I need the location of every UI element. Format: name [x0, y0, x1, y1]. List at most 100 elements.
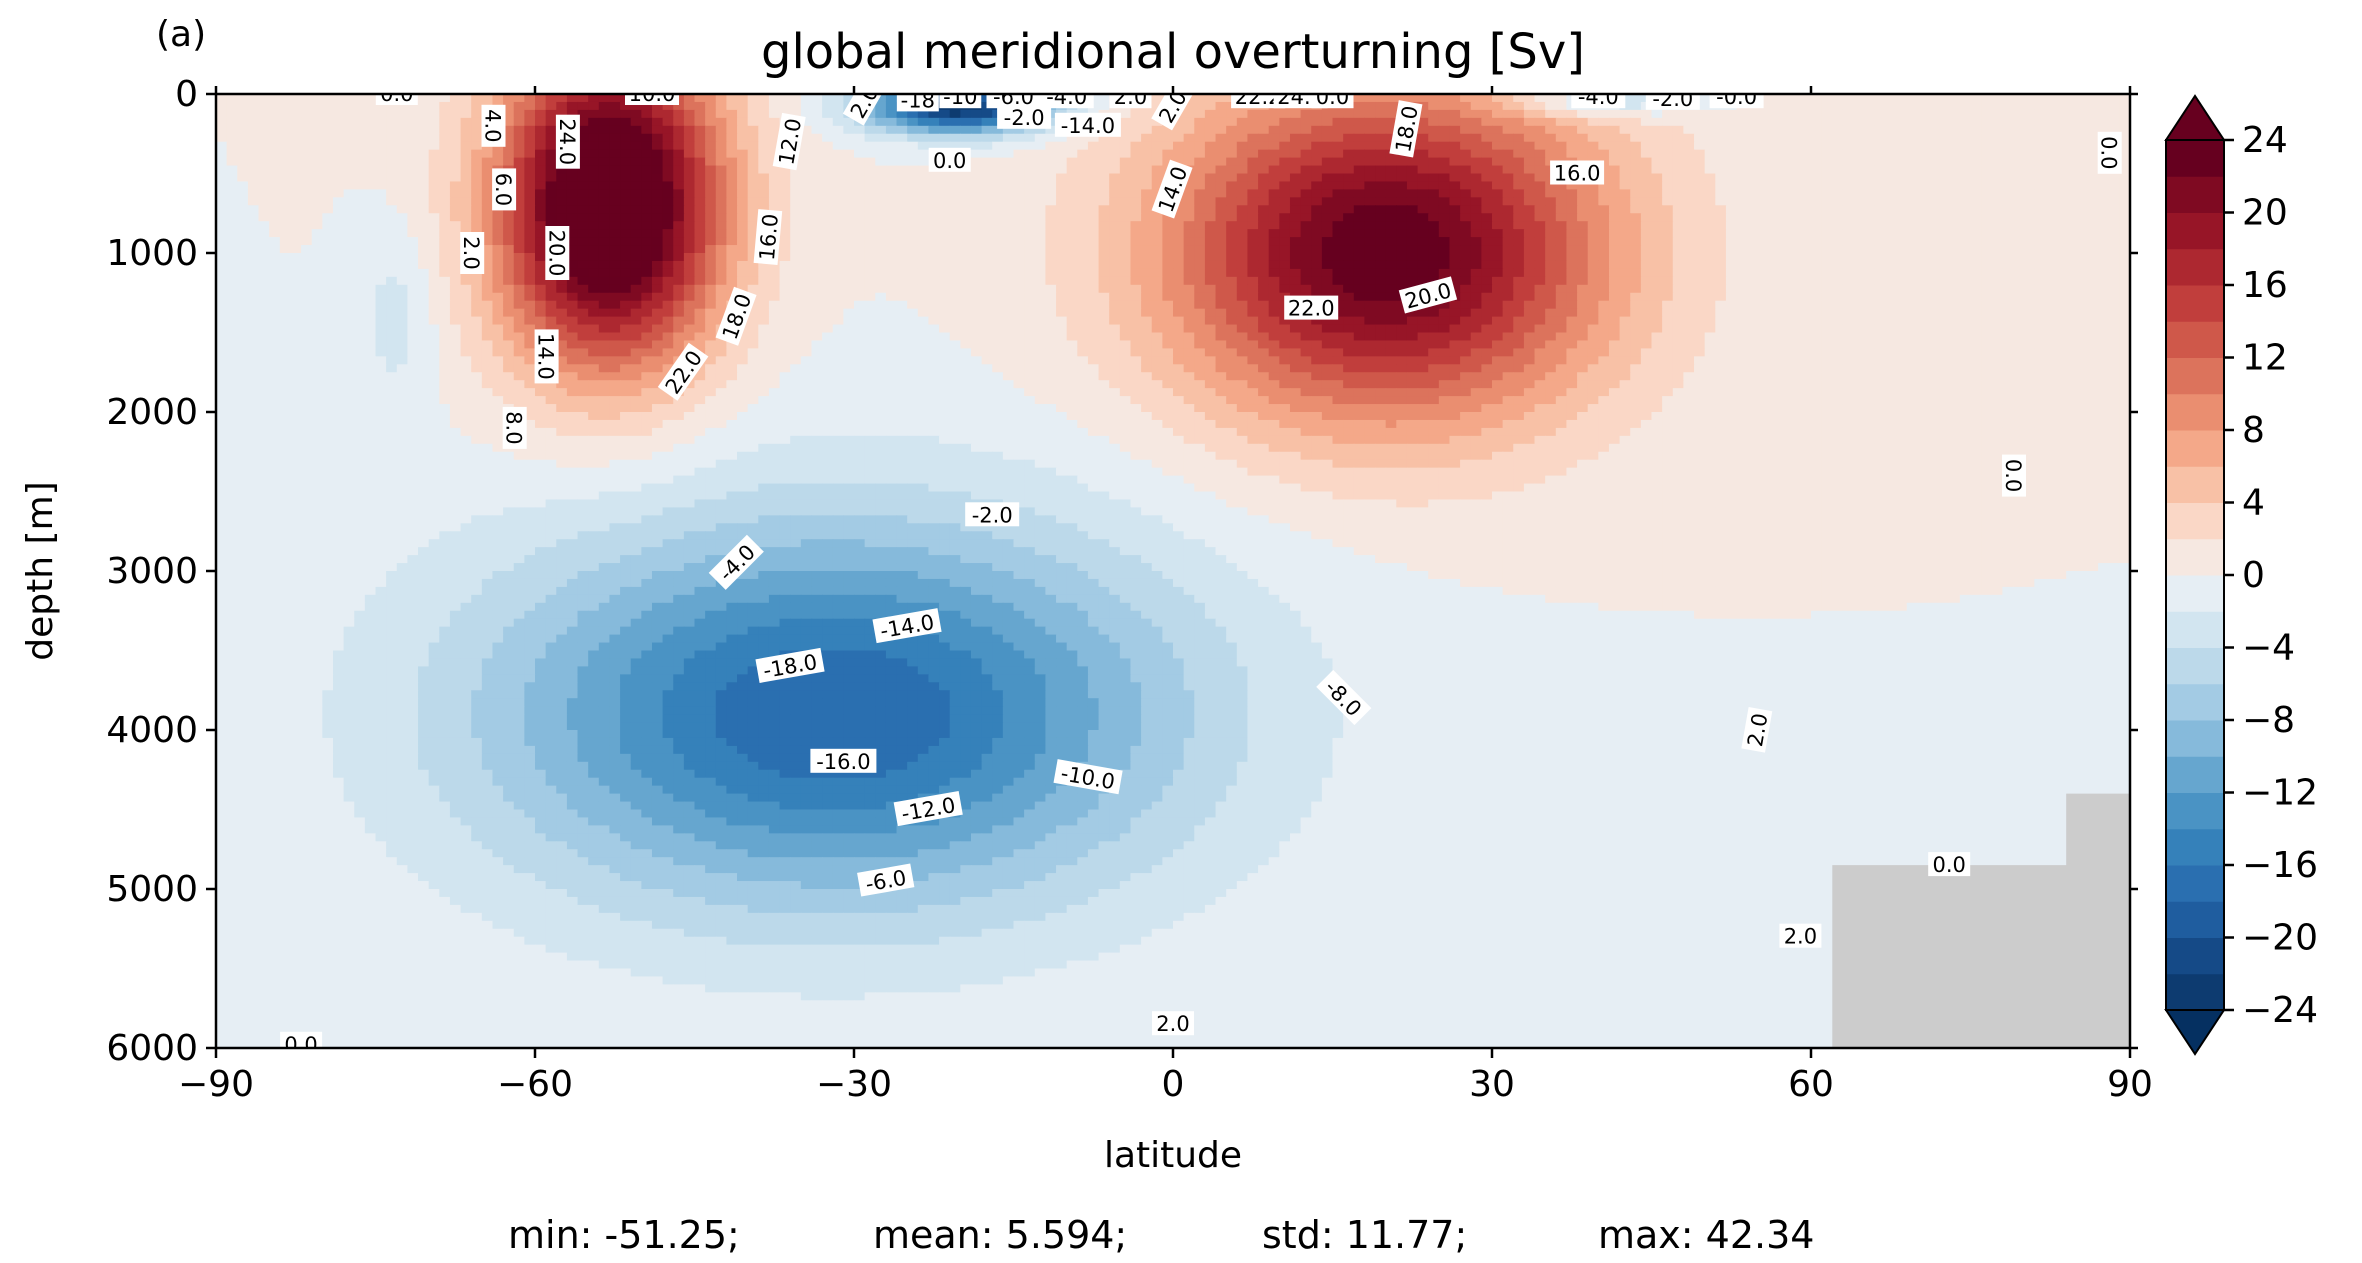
field-cell — [971, 142, 982, 151]
field-cell — [248, 253, 259, 262]
field-cell — [259, 166, 270, 175]
field-cell — [641, 134, 652, 143]
field-cell — [1077, 213, 1088, 222]
field-cell — [2087, 110, 2098, 119]
field-cell — [1854, 229, 1865, 238]
field-cell — [1588, 253, 1599, 262]
field-cell — [578, 189, 589, 198]
field-cell — [1130, 213, 1141, 222]
field-cell — [1981, 166, 1992, 175]
field-cell — [397, 301, 408, 310]
field-cell — [1279, 158, 1290, 167]
field-cell — [1088, 285, 1099, 294]
field-cell — [801, 158, 812, 167]
field-cell — [918, 261, 929, 270]
field-cell — [386, 293, 397, 302]
field-cell — [322, 245, 333, 254]
field-cell — [1598, 277, 1609, 286]
field-cell — [1747, 158, 1758, 167]
field-cell — [248, 110, 259, 119]
field-cell — [290, 189, 301, 198]
field-cell — [1322, 205, 1333, 214]
field-cell — [397, 245, 408, 254]
field-cell — [1354, 253, 1365, 262]
field-cell — [1014, 166, 1025, 175]
field-cell — [1247, 205, 1258, 214]
field-cell — [1386, 237, 1397, 246]
field-cell — [854, 293, 865, 302]
field-cell — [354, 245, 365, 254]
field-cell — [1088, 261, 1099, 270]
field-cell — [1652, 110, 1663, 119]
field-cell — [1439, 166, 1450, 175]
field-cell — [1364, 301, 1375, 310]
field-cell — [1588, 237, 1599, 246]
field-cell — [1024, 142, 1035, 151]
field-cell — [1758, 221, 1769, 230]
field-cell — [1662, 110, 1673, 119]
field-cell — [1333, 174, 1344, 183]
field-cell — [248, 285, 259, 294]
field-cell — [1247, 158, 1258, 167]
field-cell — [939, 229, 950, 238]
field-cell — [2024, 221, 2035, 230]
field-cell — [546, 197, 557, 206]
field-cell — [1524, 110, 1535, 119]
field-cell — [641, 245, 652, 254]
field-cell — [1067, 237, 1078, 246]
field-cell — [1269, 213, 1280, 222]
field-cell — [1747, 126, 1758, 135]
field-cell — [2045, 181, 2056, 190]
field-cell — [1928, 134, 1939, 143]
field-cell — [705, 197, 716, 206]
field-cell — [418, 110, 429, 119]
field-cell — [1971, 166, 1982, 175]
field-cell — [620, 277, 631, 286]
field-cell — [1120, 118, 1131, 127]
field-cell — [1258, 118, 1269, 127]
field-cell — [1620, 253, 1631, 262]
field-cell — [1609, 142, 1620, 151]
field-cell — [865, 166, 876, 175]
field-cell — [758, 102, 769, 111]
field-cell — [1354, 221, 1365, 230]
field-cell — [1928, 253, 1939, 262]
field-cell — [1364, 102, 1375, 111]
field-cell — [1949, 261, 1960, 270]
field-cell — [950, 301, 961, 310]
field-cell — [1396, 181, 1407, 190]
field-cell — [514, 221, 525, 230]
field-cell — [737, 102, 748, 111]
field-cell — [1577, 277, 1588, 286]
field-cell — [599, 229, 610, 238]
field-cell — [1003, 134, 1014, 143]
field-cell — [1790, 134, 1801, 143]
field-cell — [1290, 229, 1301, 238]
field-cell — [2098, 277, 2109, 286]
field-cell — [886, 309, 897, 318]
field-cell — [1481, 150, 1492, 159]
field-cell — [641, 197, 652, 206]
field-cell — [1460, 181, 1471, 190]
field-cell — [1737, 253, 1748, 262]
field-cell — [1375, 134, 1386, 143]
field-cell — [1205, 293, 1216, 302]
field-cell — [641, 118, 652, 127]
field-cell — [1216, 110, 1227, 119]
field-cell — [1418, 150, 1429, 159]
field-cell — [1673, 253, 1684, 262]
field-cell — [737, 245, 748, 254]
field-cell — [1120, 110, 1131, 119]
field-cell — [418, 102, 429, 111]
field-cell — [1449, 253, 1460, 262]
field-cell — [705, 205, 716, 214]
field-cell — [407, 189, 418, 198]
field-cell — [1577, 285, 1588, 294]
field-cell — [450, 181, 461, 190]
field-cell — [2024, 174, 2035, 183]
field-cell — [354, 277, 365, 286]
field-cell — [1790, 301, 1801, 310]
field-cell — [1662, 253, 1673, 262]
field-cell — [322, 126, 333, 135]
field-cell — [918, 293, 929, 302]
